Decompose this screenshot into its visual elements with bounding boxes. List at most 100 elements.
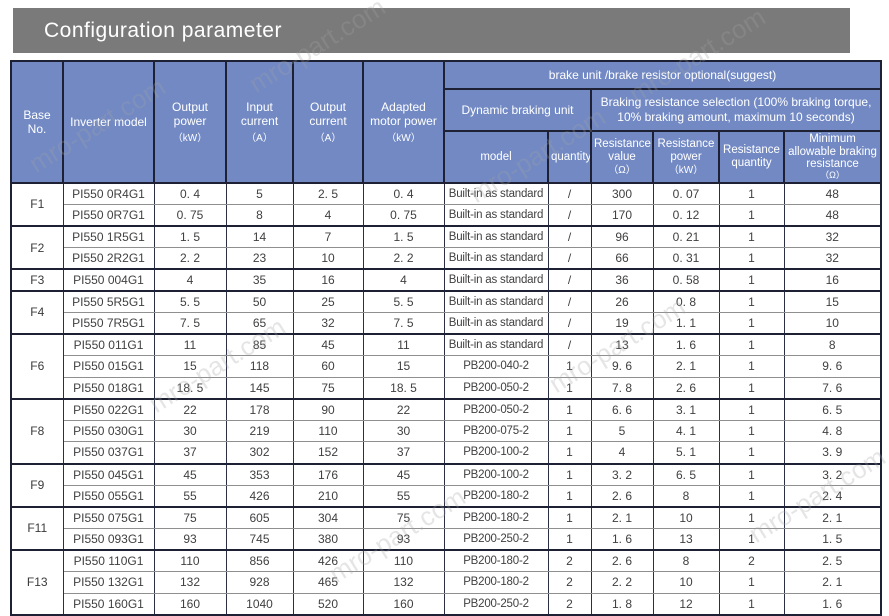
resistance-value-cell: 19 xyxy=(590,311,654,335)
resistance-value-cell: 300 xyxy=(590,181,654,205)
dbu-model-cell: PB200-180-2 xyxy=(443,505,549,529)
motor-power-cell: 11 xyxy=(362,332,445,357)
page-title-bar: Configuration parameter xyxy=(13,8,850,53)
output-power-cell: 22 xyxy=(153,397,227,421)
resistance-quantity-cell: 1 xyxy=(718,203,785,227)
configuration-table-wrap: Base No. Inverter model Output power （kW… xyxy=(10,60,883,616)
table-row: F8 PI550 022G1 22 178 90 22 PB200-050-2 1 6. 6 3.… xyxy=(10,397,882,465)
min-resistance-cell: 6. 5 xyxy=(783,397,882,421)
motor-power-cell: 18. 5 xyxy=(362,376,445,400)
input-current-cell: 14 xyxy=(225,225,294,249)
resistance-quantity-cell: 1 xyxy=(718,419,785,443)
table-row: F2 PI550 1R5G1 1. 5 14 7 1. 5 Built-in as stan… xyxy=(10,224,882,270)
resistance-power-cell: 6. 5 xyxy=(652,462,720,486)
output-power-cell: 132 xyxy=(153,571,227,594)
resistance-power-cell: 10 xyxy=(652,505,720,529)
resistance-quantity-cell: 1 xyxy=(718,462,785,486)
col-header-adapted-motor-power: Adapted motor power （kW） xyxy=(362,60,445,184)
dbu-quantity-cell: 1 xyxy=(547,376,592,400)
dbu-model-cell: PB200-100-2 xyxy=(443,441,549,465)
min-resistance-cell: 48 xyxy=(783,181,882,205)
model-cell: PI550 055G1 xyxy=(62,484,155,508)
motor-power-cell: 93 xyxy=(362,527,445,551)
resistance-quantity-cell: 1 xyxy=(718,505,785,529)
resistance-power-cell: 12 xyxy=(652,592,720,616)
dbu-model-cell: Built-in as standard xyxy=(443,289,549,313)
resistance-power-cell: 0. 12 xyxy=(652,203,720,227)
input-current-cell: 35 xyxy=(225,268,294,292)
input-current-cell: 219 xyxy=(225,419,294,443)
col-header-output-power: Output power （kW） xyxy=(153,60,227,184)
dbu-model-cell: PB200-100-2 xyxy=(443,462,549,486)
base-no-cell: F4 xyxy=(10,289,64,335)
col-header-resistance-value: Resistance value （Ω） xyxy=(590,130,654,184)
resistance-power-cell: 0. 58 xyxy=(652,268,720,292)
base-no-cell: F6 xyxy=(10,332,64,400)
model-cell: PI550 037G1 xyxy=(62,441,155,465)
motor-power-cell: 160 xyxy=(362,592,445,616)
resistance-value-cell: 3. 2 xyxy=(590,462,654,486)
base-no-cell: F11 xyxy=(10,505,64,551)
output-current-cell: 426 xyxy=(292,548,364,572)
resistance-quantity-cell: 1 xyxy=(718,181,785,205)
table-row: F11 PI550 075G1 75 605 304 75 PB200-180-2 1 2. 1… xyxy=(10,505,882,551)
resistance-value-cell: 13 xyxy=(590,332,654,357)
dbu-quantity-cell: 1 xyxy=(547,505,592,529)
dbu-model-cell: Built-in as standard xyxy=(443,203,549,227)
output-current-cell: 7 xyxy=(292,225,364,249)
resistance-quantity-cell: 1 xyxy=(718,268,785,292)
table-row: F13 PI550 110G1 110 856 426 110 PB200-180-2 2 2.… xyxy=(10,548,882,616)
output-power-cell: 7. 5 xyxy=(153,311,227,335)
motor-power-cell: 1. 5 xyxy=(362,225,445,249)
dbu-model-cell: PB200-250-2 xyxy=(443,592,549,616)
col-header-resistance-quantity: Resistance quantity xyxy=(718,130,785,184)
motor-power-cell: 7. 5 xyxy=(362,311,445,335)
model-cell: PI550 018G1 xyxy=(62,376,155,400)
output-power-cell: 0. 4 xyxy=(153,181,227,205)
dbu-quantity-cell: 1 xyxy=(547,527,592,551)
resistance-power-cell: 1. 6 xyxy=(652,332,720,357)
dbu-quantity-cell: 2 xyxy=(547,548,592,572)
resistance-quantity-cell: 1 xyxy=(718,527,785,551)
resistance-quantity-cell: 1 xyxy=(718,592,785,616)
resistance-quantity-cell: 1 xyxy=(718,484,785,508)
resistance-quantity-cell: 1 xyxy=(718,311,785,335)
output-power-cell: 55 xyxy=(153,484,227,508)
dbu-model-cell: PB200-050-2 xyxy=(443,397,549,421)
resistance-value-cell: 1. 8 xyxy=(590,592,654,616)
resistance-power-cell: 13 xyxy=(652,527,720,551)
dbu-model-cell: PB200-180-2 xyxy=(443,484,549,508)
dbu-quantity-cell: 1 xyxy=(547,419,592,443)
table-row: PI550 018G1 18. 5 145 75 18. 5 PB200-050-2 1 7.… xyxy=(11,376,882,400)
input-current-cell: 605 xyxy=(225,505,294,529)
configuration-table: Base No. Inverter model Output power （kW… xyxy=(10,60,883,616)
input-current-cell: 178 xyxy=(225,397,294,421)
output-power-cell: 160 xyxy=(153,592,227,616)
table-row: F6 PI550 011G1 11 85 45 11 Built-in as standar… xyxy=(10,332,882,400)
output-current-cell: 2. 5 xyxy=(292,181,364,205)
resistance-power-cell: 0. 07 xyxy=(652,181,720,205)
model-cell: PI550 0R7G1 xyxy=(62,203,155,227)
motor-power-cell: 132 xyxy=(362,571,445,594)
dbu-quantity-cell: / xyxy=(547,203,592,227)
output-power-cell: 93 xyxy=(153,527,227,551)
min-resistance-cell: 8 xyxy=(783,332,882,357)
table-row: F4 PI550 5R5G1 5. 5 50 25 5. 5 Built-in as sta… xyxy=(10,289,882,335)
resistance-value-cell: 2. 1 xyxy=(590,505,654,529)
table-row: PI550 160G1 160 1040 520 160 PB200-250-2 2 1. 8… xyxy=(11,592,882,616)
model-cell: PI550 1R5G1 xyxy=(62,225,155,249)
min-resistance-cell: 4. 8 xyxy=(783,419,882,443)
model-cell: PI550 030G1 xyxy=(62,419,155,443)
resistance-power-cell: 2. 6 xyxy=(652,376,720,400)
motor-power-cell: 0. 75 xyxy=(362,203,445,227)
input-current-cell: 928 xyxy=(225,571,294,594)
min-resistance-cell: 16 xyxy=(783,268,882,292)
output-power-cell: 30 xyxy=(153,419,227,443)
input-current-cell: 5 xyxy=(225,181,294,205)
min-resistance-cell: 32 xyxy=(783,247,882,270)
motor-power-cell: 110 xyxy=(362,548,445,572)
dbu-model-cell: Built-in as standard xyxy=(443,225,549,249)
min-resistance-cell: 10 xyxy=(783,311,882,335)
